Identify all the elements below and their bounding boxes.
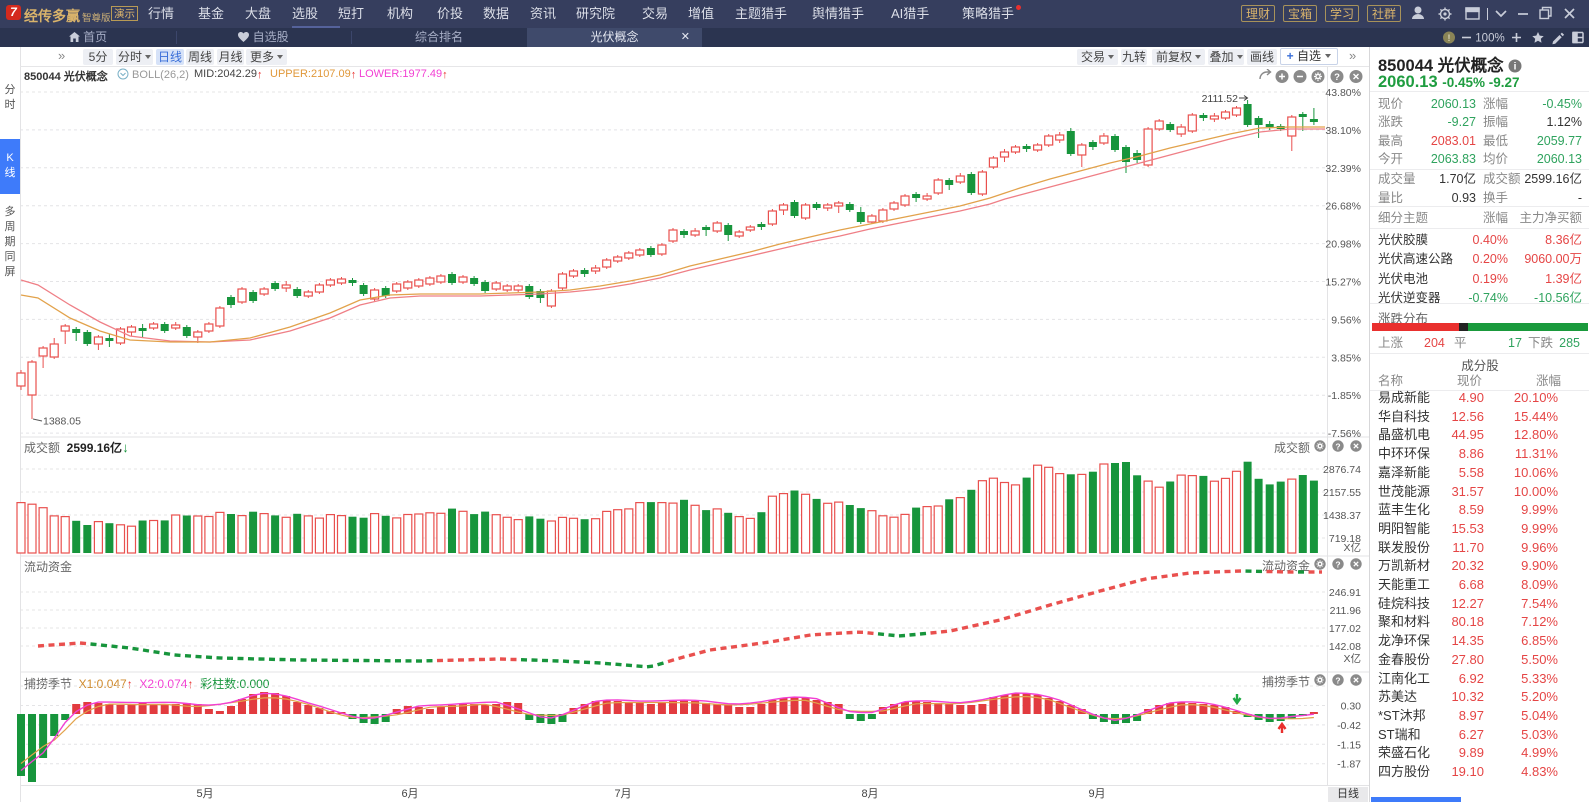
svg-text:100%: 100%	[1475, 33, 1504, 45]
svg-text:7月: 7月	[614, 788, 631, 800]
svg-text:20.98%: 20.98%	[1325, 239, 1361, 251]
svg-text:!: !	[1448, 33, 1451, 43]
svg-text:2111.52: 2111.52	[1202, 93, 1239, 105]
svg-text:?: ?	[1335, 559, 1340, 569]
svg-text:?: ?	[1334, 72, 1340, 83]
svg-text:-1.15: -1.15	[1337, 739, 1361, 751]
svg-text:6月: 6月	[401, 788, 418, 800]
svg-text:?: ?	[1335, 675, 1340, 685]
svg-text:2876.74: 2876.74	[1323, 464, 1361, 476]
svg-text:?: ?	[1335, 441, 1340, 451]
svg-text:26.68%: 26.68%	[1325, 201, 1361, 213]
svg-text:9月: 9月	[1088, 788, 1105, 800]
svg-text:9.56%: 9.56%	[1331, 314, 1361, 326]
svg-text:2157.55: 2157.55	[1323, 487, 1361, 499]
svg-text:8月: 8月	[861, 788, 878, 800]
svg-text:177.02: 177.02	[1329, 623, 1361, 635]
svg-text:-0.42: -0.42	[1337, 720, 1361, 732]
svg-text:-1.87: -1.87	[1337, 759, 1361, 771]
svg-text:142.08: 142.08	[1329, 641, 1361, 653]
svg-text:X亿: X亿	[1343, 652, 1361, 665]
svg-text:32.39%: 32.39%	[1325, 163, 1361, 175]
svg-text:43.80%: 43.80%	[1325, 87, 1361, 99]
svg-text:1438.37: 1438.37	[1323, 510, 1361, 522]
svg-text:15.27%: 15.27%	[1325, 277, 1361, 289]
svg-text:211.96: 211.96	[1330, 605, 1361, 617]
svg-text:38.10%: 38.10%	[1325, 125, 1361, 137]
svg-text:-7.56%: -7.56%	[1328, 428, 1361, 440]
svg-text:X亿: X亿	[1343, 541, 1361, 554]
svg-text:1388.05: 1388.05	[43, 416, 81, 428]
svg-text:246.91: 246.91	[1329, 587, 1361, 599]
svg-text:i: i	[1514, 62, 1517, 73]
svg-text:-1.85%: -1.85%	[1328, 390, 1361, 402]
svg-text:5月: 5月	[196, 788, 213, 800]
svg-text:3.85%: 3.85%	[1331, 352, 1361, 364]
svg-text:0.30: 0.30	[1341, 701, 1362, 713]
svg-text:719.18: 719.18	[1329, 533, 1361, 545]
